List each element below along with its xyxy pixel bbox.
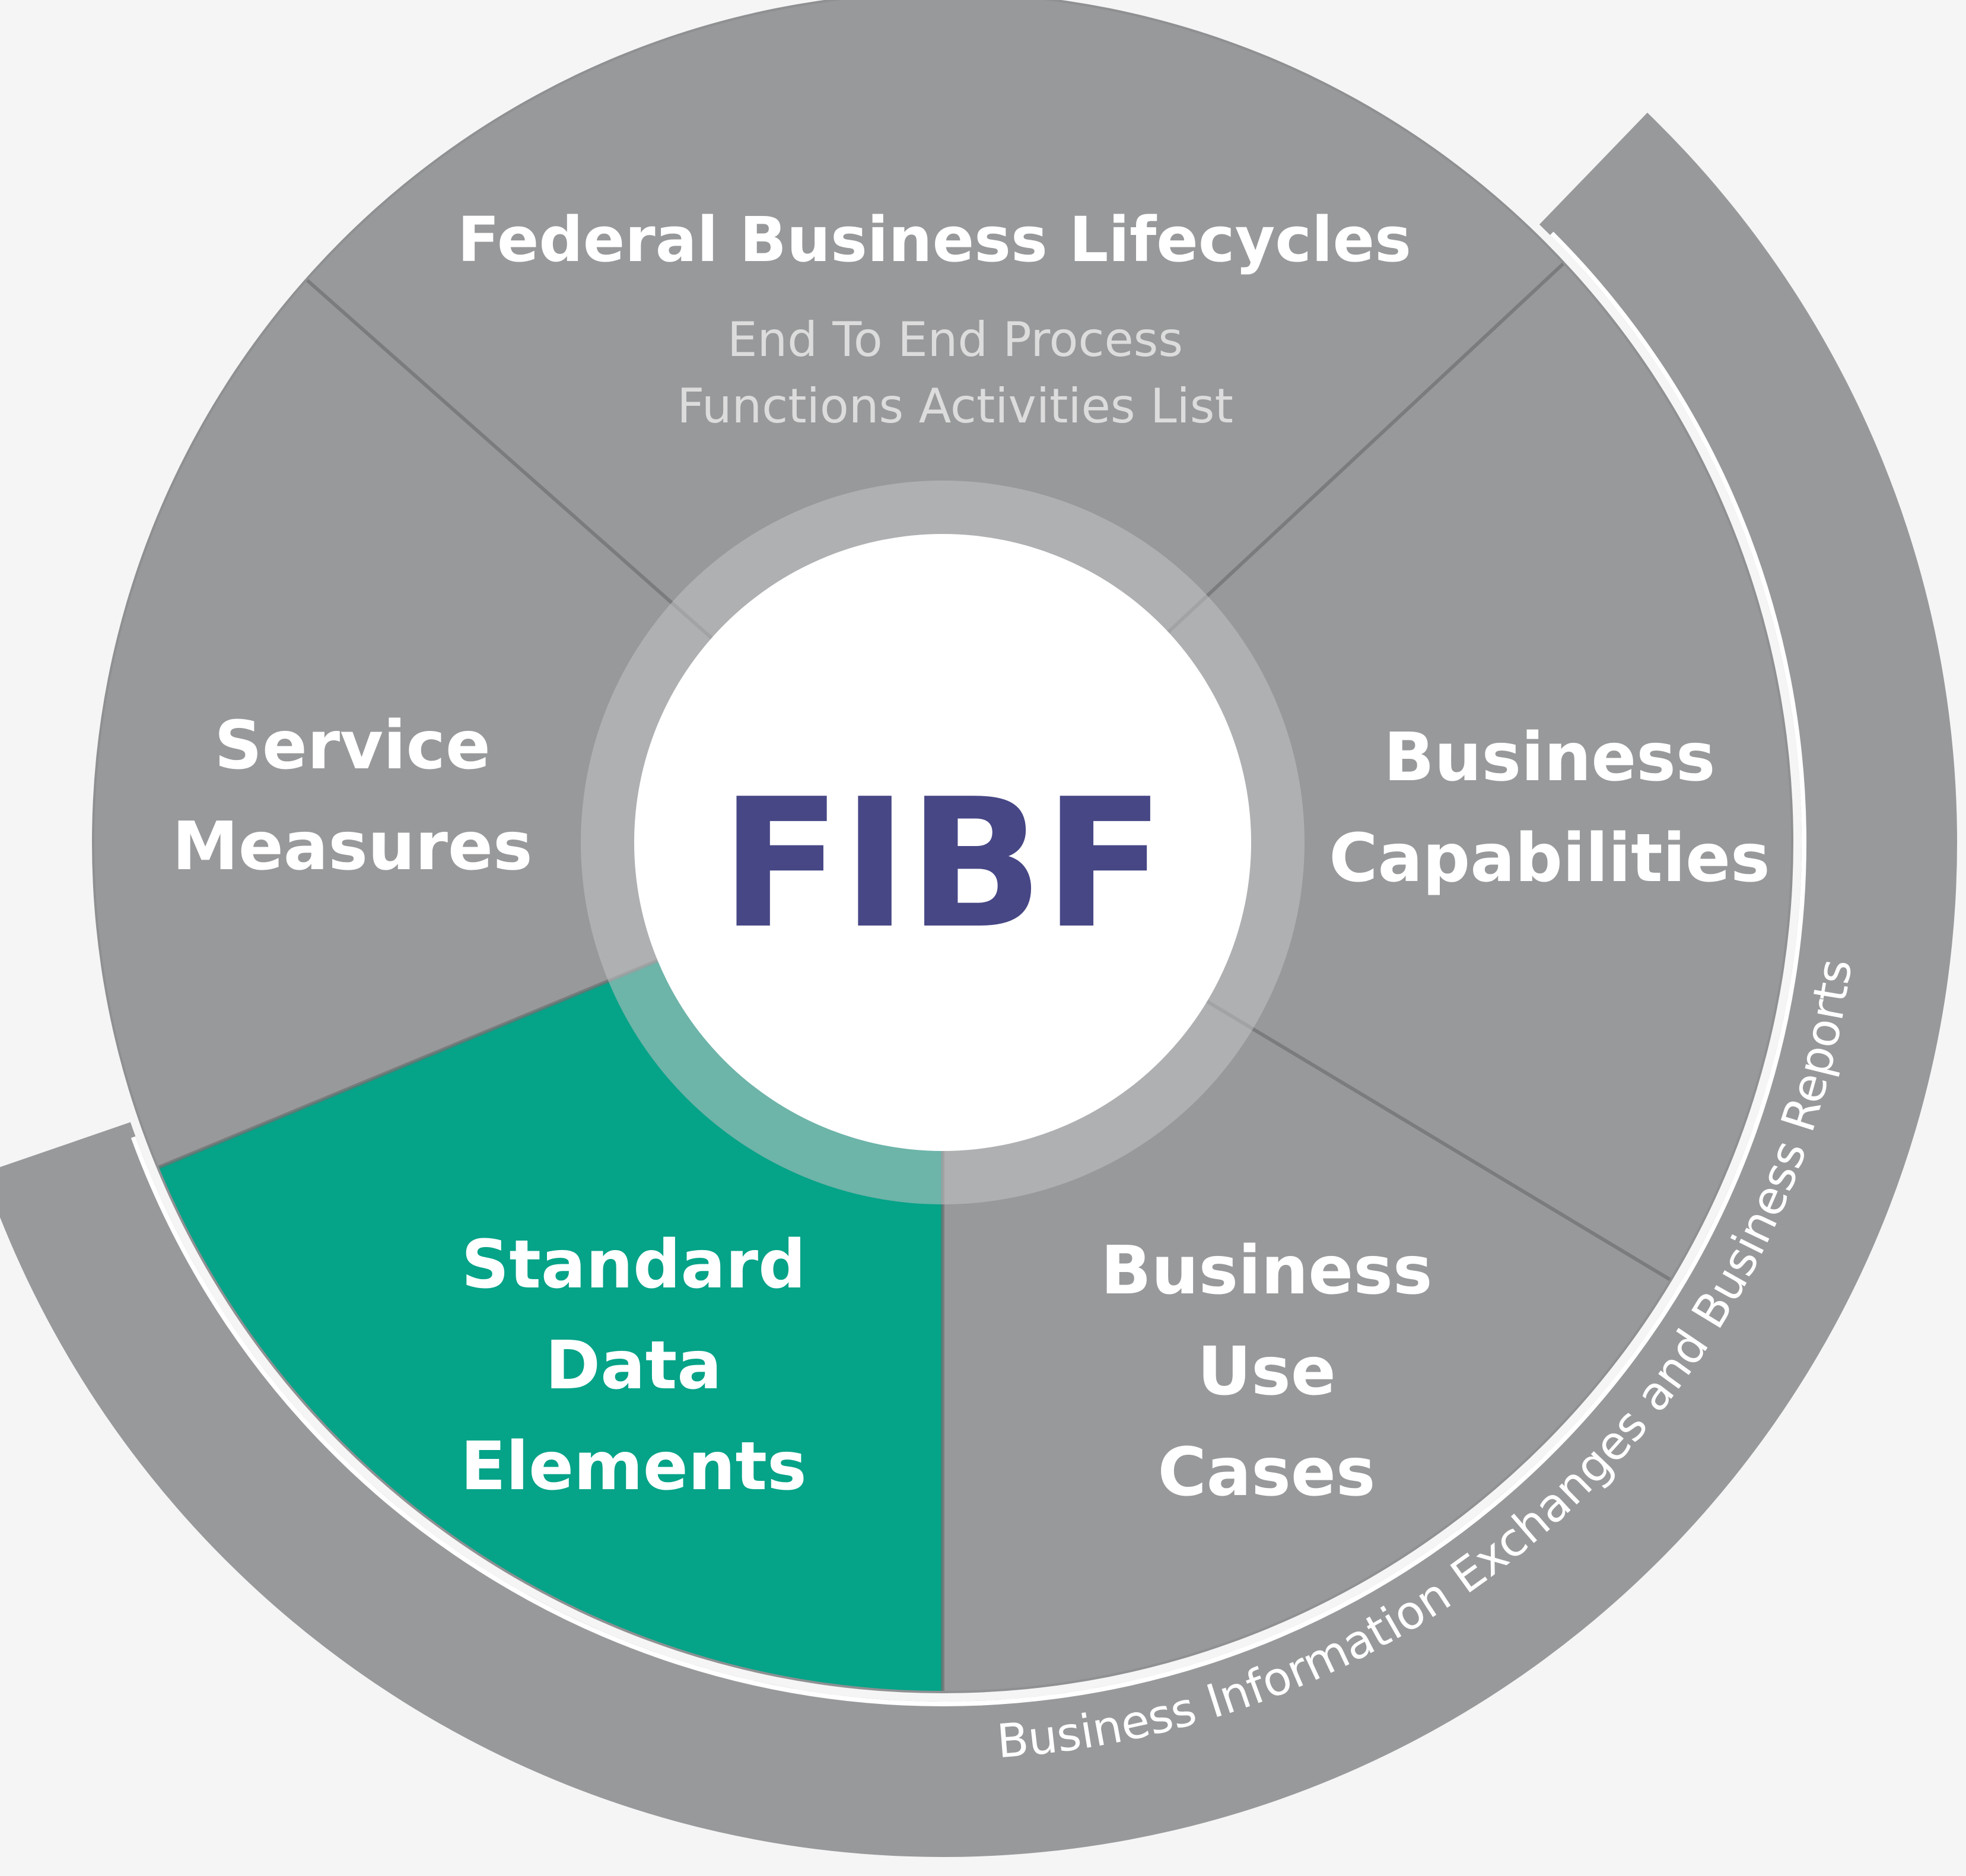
segment-federal-business-lifecycles[interactable] [307, 0, 1563, 842]
lifecycles-subtitle-line2: Functions Activities List [677, 379, 1233, 434]
segment-service-measures[interactable] [94, 280, 943, 1168]
outer-arc-divider [131, 231, 1807, 1706]
lifecycles-subtitle-line1: End To End Process [727, 312, 1183, 367]
segment-divider [306, 279, 713, 640]
segment-divider [158, 959, 658, 1169]
center-disc[interactable] [634, 534, 1251, 1151]
outer-arc-band[interactable] [0, 112, 1957, 1857]
center-label-fibf: FIBF [720, 761, 1165, 968]
use-cases-label-line1: Business [1100, 1232, 1432, 1309]
use-cases-label-line2: Use [1197, 1333, 1336, 1410]
lifecycles-title: Federal Business Lifecycles [457, 204, 1411, 276]
use-cases-label-line3: Cases [1157, 1434, 1375, 1511]
service-measures-label-line2: Measures [172, 808, 532, 885]
capabilities-label-line2: Capabilities [1329, 820, 1770, 897]
segment-business-capabilities[interactable] [943, 263, 1791, 1280]
data-elements-label-line3: Elements [460, 1428, 806, 1505]
service-measures-label-line1: Service [214, 707, 491, 784]
data-elements-label-line2: Data [545, 1327, 722, 1404]
segment-divider [1167, 262, 1564, 634]
data-elements-label-line1: Standard [462, 1226, 806, 1303]
segment-divider [1206, 1000, 1671, 1282]
capabilities-label-line1: Business [1383, 719, 1715, 796]
